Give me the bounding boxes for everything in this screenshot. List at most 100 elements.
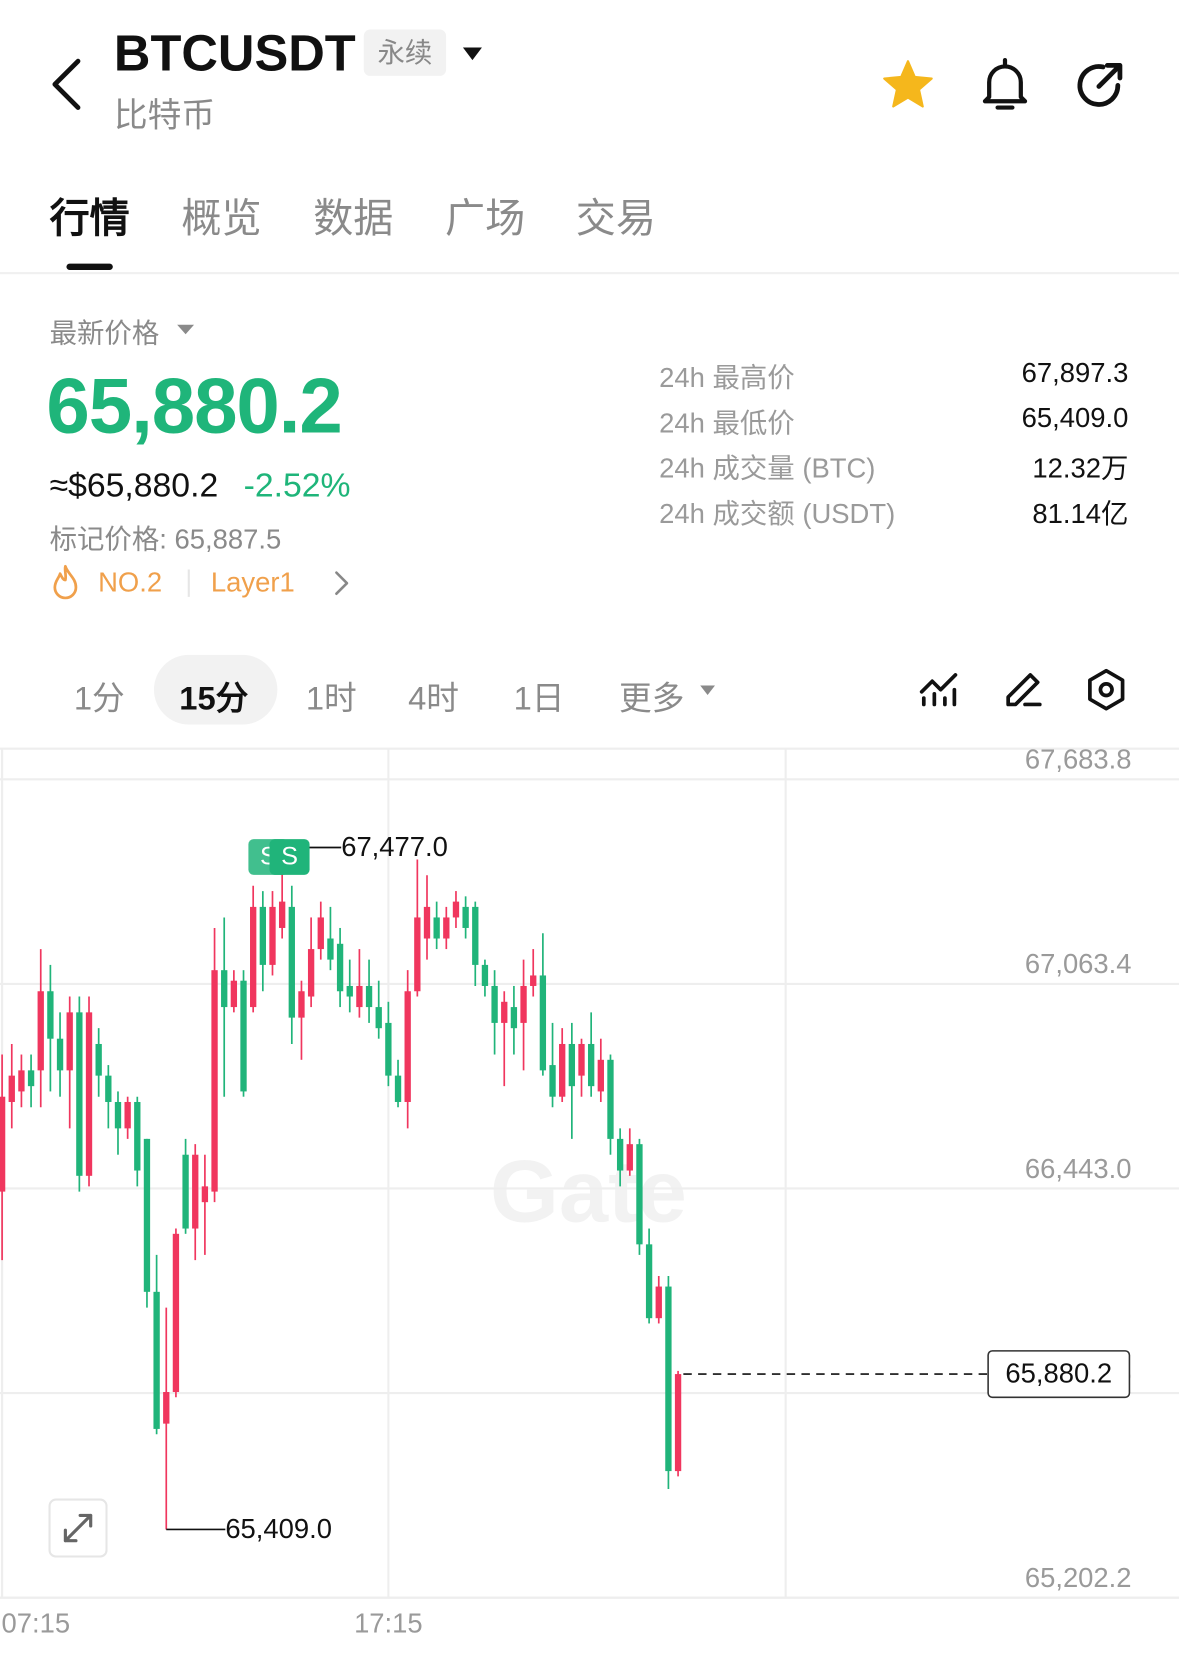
candle-body (18, 1070, 25, 1092)
candle-body (172, 1233, 180, 1393)
signal-label: S (281, 843, 298, 871)
candle-body (520, 985, 527, 1023)
candle-body (288, 906, 295, 1018)
stat-label: 24h 成交量 (BTC) (659, 452, 876, 485)
candle-body (530, 975, 537, 986)
candle-body (365, 985, 373, 1008)
candle-body (539, 975, 547, 1071)
interval[interactable]: 1日 (513, 680, 565, 718)
candle-body (95, 1043, 102, 1076)
candle-body (230, 980, 238, 1008)
tab[interactable]: 数据 (313, 197, 394, 242)
more-dropdown[interactable] (698, 683, 717, 698)
stat-label: 24h 最高价 (659, 361, 795, 394)
stat-value: 81.14亿 (1032, 497, 1129, 530)
back-button[interactable] (46, 55, 88, 114)
candle-body (250, 906, 257, 1008)
candle-body (356, 985, 363, 1008)
interval[interactable]: 1时 (305, 680, 357, 718)
last-price: 65,880.2 (46, 361, 342, 450)
draw-icon[interactable] (1002, 669, 1044, 711)
sector[interactable]: Layer1 (210, 566, 295, 598)
candle-body (124, 1101, 131, 1129)
candle-body (37, 991, 44, 1071)
candle-body (481, 964, 489, 986)
candle-body (8, 1075, 15, 1102)
interval[interactable]: 15分 (179, 680, 249, 718)
candle-body (452, 901, 460, 918)
candle-body (259, 906, 267, 965)
rank[interactable]: NO.2 (98, 566, 163, 598)
settings-icon[interactable] (1084, 668, 1128, 712)
coin-name: 比特币 (113, 95, 216, 134)
candle-body (433, 917, 440, 939)
candle-body (674, 1374, 682, 1472)
separator (187, 569, 190, 597)
candle-body (336, 943, 344, 992)
fullscreen-button[interactable] (48, 1498, 108, 1558)
candle-body (327, 938, 334, 960)
sector-chevron[interactable] (331, 569, 352, 596)
candle-body (201, 1186, 209, 1203)
interval[interactable]: 更多 (619, 680, 685, 718)
candle-body (385, 1022, 392, 1076)
y-tick-label: 67,063.4 (1025, 948, 1132, 979)
hot-icon (53, 564, 78, 600)
candle-body (559, 1043, 566, 1097)
candle-body (307, 949, 315, 997)
candle-body (655, 1286, 662, 1319)
candle-body (269, 906, 276, 965)
signal-flag (269, 839, 310, 875)
y-tick-label: 65,202.2 (1025, 1562, 1132, 1593)
candle-body (76, 1012, 83, 1176)
candle-body (491, 985, 498, 1023)
candle-body (211, 970, 218, 1192)
candle-body (394, 1075, 402, 1102)
candle-body (472, 906, 479, 965)
favorite-icon[interactable] (880, 57, 937, 114)
candle-body (578, 1043, 585, 1076)
candle-body (645, 1244, 653, 1319)
price-label[interactable]: 最新价格 (49, 317, 160, 350)
candle-body (414, 917, 421, 992)
stat-label: 24h 最低价 (659, 407, 795, 439)
y-tick-label: 67,683.8 (1025, 744, 1132, 775)
candle-body (153, 1291, 160, 1429)
candle-body (510, 1007, 518, 1029)
annotation-label: 65,409.0 (225, 1513, 332, 1544)
tab[interactable]: 行情 (49, 197, 130, 242)
candle-body (501, 1001, 508, 1023)
tab[interactable]: 概览 (181, 197, 262, 242)
candle-body (192, 1154, 199, 1229)
candle-body (404, 991, 411, 1102)
tab[interactable]: 广场 (445, 197, 526, 242)
symbol-dropdown[interactable] (461, 44, 484, 63)
candle-body (317, 917, 324, 950)
candle-body (568, 1043, 576, 1087)
tab[interactable]: 交易 (575, 197, 656, 242)
share-icon[interactable] (1071, 57, 1128, 114)
candle-body (163, 1392, 170, 1424)
contract-tag: 永续 (363, 29, 447, 76)
x-tick-label: 17:15 (354, 1607, 423, 1638)
candle-body (221, 970, 228, 1008)
candle-body (0, 1096, 6, 1192)
candle-body (443, 917, 450, 939)
interval[interactable]: 1分 (73, 680, 125, 718)
mark-price: 标记价格: 65,887.5 (49, 523, 282, 555)
candle-body (597, 1059, 604, 1092)
indicator-icon[interactable] (917, 669, 959, 711)
alert-icon[interactable] (977, 55, 1034, 114)
price-dropdown[interactable] (175, 323, 196, 338)
tab-indicator (66, 263, 113, 270)
candle-body (47, 991, 54, 1039)
candle-body (626, 1144, 633, 1171)
interval-highlight (153, 654, 278, 725)
interval[interactable]: 4时 (408, 680, 459, 718)
candle-body (665, 1286, 672, 1472)
candle-body (346, 985, 353, 997)
candle-body (240, 980, 247, 1092)
